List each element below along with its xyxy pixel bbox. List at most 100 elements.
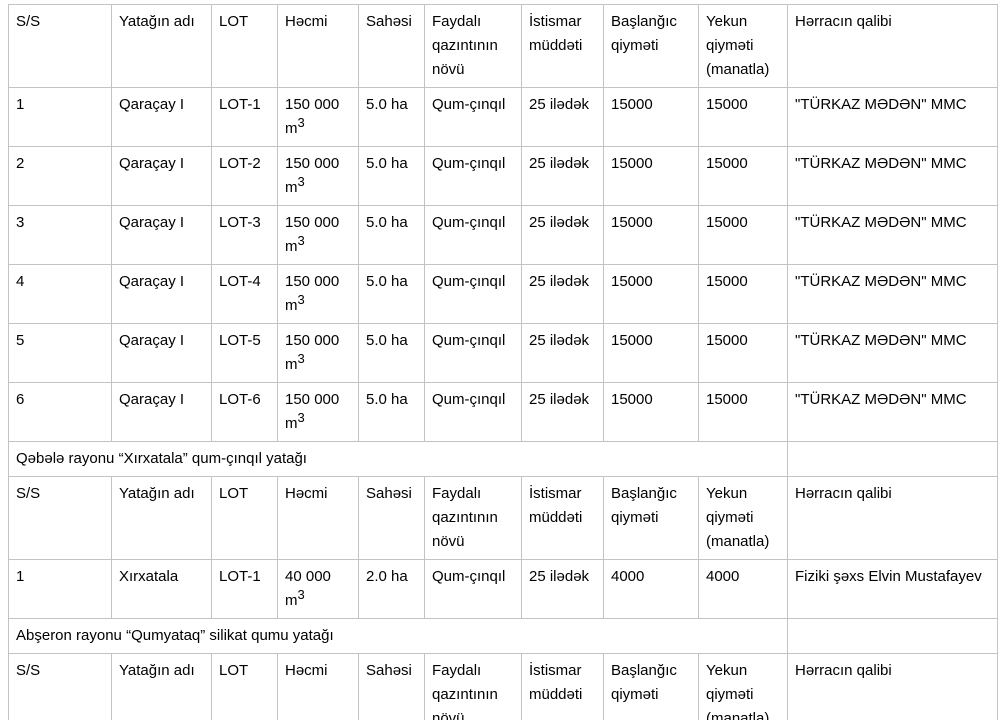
auction-table: S/S Yatağın adı LOT Həcmi Sahəsi Faydalı qazı…: [8, 4, 998, 720]
cell-volume: 150 000 m3: [277, 205, 359, 265]
column-header-ss: S/S: [8, 653, 112, 720]
cell-operation-period: 25 ilədək: [521, 205, 604, 265]
volume-unit: m: [285, 415, 298, 432]
column-header-lot: LOT: [211, 476, 278, 560]
cell-operation-period: 25 ilədək: [521, 87, 604, 147]
column-header-mineral-type: Faydalı qazıntının növü: [424, 476, 522, 560]
cell-operation-period: 25 ilədək: [521, 382, 604, 442]
column-header-lot: LOT: [211, 653, 278, 720]
cell-deposit-name: Xırxatala: [111, 559, 212, 619]
cell-deposit-name: Qaraçay I: [111, 205, 212, 265]
cell-lot: LOT-2: [211, 146, 278, 206]
cell-mineral-type: Qum-çınqıl: [424, 205, 522, 265]
volume-unit: m: [285, 120, 298, 137]
cell-area: 5.0 ha: [358, 382, 425, 442]
cell-area: 2.0 ha: [358, 559, 425, 619]
column-header-lot: LOT: [211, 4, 278, 88]
table-row: 1 Xırxatala LOT-1 40 000 m3 2.0 ha Qum-çınqıl 2…: [8, 559, 998, 619]
cell-lot: LOT-5: [211, 323, 278, 383]
column-header-row: S/S Yatağın adı LOT Həcmi Sahəsi Faydalı qazı…: [8, 4, 998, 88]
cell-mineral-type: Qum-çınqıl: [424, 382, 522, 442]
volume-unit-exponent: 3: [297, 351, 305, 366]
cell-lot: LOT-1: [211, 559, 278, 619]
column-header-area: Sahəsi: [358, 476, 425, 560]
column-header-operation-period: İstismar müddəti: [521, 476, 604, 560]
table-row: 3 Qaraçay I LOT-3 150 000 m3 5.0 ha Qum-çınqıl…: [8, 205, 998, 265]
table-row: 6 Qaraçay I LOT-6 150 000 m3 5.0 ha Qum-çınqıl…: [8, 382, 998, 442]
column-header-ss: S/S: [8, 476, 112, 560]
cell-ss: 3: [8, 205, 112, 265]
cell-ss: 1: [8, 87, 112, 147]
cell-lot: LOT-1: [211, 87, 278, 147]
volume-unit-exponent: 3: [297, 410, 305, 425]
column-header-auction-winner: Hərracın qalibi: [787, 4, 998, 88]
cell-ss: 2: [8, 146, 112, 206]
cell-volume: 40 000 m3: [277, 559, 359, 619]
column-header-mineral-type: Faydalı qazıntının növü: [424, 653, 522, 720]
cell-auction-winner: "TÜRKAZ MƏDƏN" MMC: [787, 323, 998, 383]
cell-starting-price: 15000: [603, 205, 699, 265]
cell-ss: 4: [8, 264, 112, 324]
cell-final-price: 15000: [698, 382, 788, 442]
cell-auction-winner: "TÜRKAZ MƏDƏN" MMC: [787, 205, 998, 265]
column-header-final-price: Yekun qiyməti (manatla): [698, 476, 788, 560]
cell-deposit-name: Qaraçay I: [111, 323, 212, 383]
cell-deposit-name: Qaraçay I: [111, 264, 212, 324]
volume-unit-exponent: 3: [297, 587, 305, 602]
volume-value: 150 000: [285, 332, 340, 349]
volume-unit: m: [285, 297, 298, 314]
cell-final-price: 15000: [698, 264, 788, 324]
cell-mineral-type: Qum-çınqıl: [424, 146, 522, 206]
auction-table-body: S/S Yatağın adı LOT Həcmi Sahəsi Faydalı qazı…: [8, 4, 998, 720]
cell-final-price: 15000: [698, 205, 788, 265]
table-row: 2 Qaraçay I LOT-2 150 000 m3 5.0 ha Qum-çınqıl…: [8, 146, 998, 206]
cell-volume: 150 000 m3: [277, 87, 359, 147]
cell-auction-winner: "TÜRKAZ MƏDƏN" MMC: [787, 264, 998, 324]
cell-volume: 150 000 m3: [277, 264, 359, 324]
cell-final-price: 15000: [698, 323, 788, 383]
column-header-volume: Həcmi: [277, 653, 359, 720]
cell-operation-period: 25 ilədək: [521, 559, 604, 619]
section-title-row: Qəbələ rayonu “Xırxatala” qum-çınqıl yat…: [8, 441, 998, 477]
cell-auction-winner: Fiziki şəxs Elvin Mustafayev: [787, 559, 998, 619]
volume-value: 150 000: [285, 391, 340, 408]
cell-lot: LOT-6: [211, 382, 278, 442]
cell-final-price: 15000: [698, 87, 788, 147]
cell-operation-period: 25 ilədək: [521, 323, 604, 383]
section-title: Qəbələ rayonu “Xırxatala” qum-çınqıl yat…: [8, 441, 788, 477]
cell-starting-price: 15000: [603, 264, 699, 324]
cell-auction-winner: "TÜRKAZ MƏDƏN" MMC: [787, 146, 998, 206]
volume-unit: m: [285, 592, 298, 609]
section-title-spacer: [787, 618, 998, 654]
column-header-final-price: Yekun qiyməti (manatla): [698, 653, 788, 720]
cell-starting-price: 15000: [603, 382, 699, 442]
cell-area: 5.0 ha: [358, 87, 425, 147]
column-header-starting-price: Başlanğıc qiyməti: [603, 476, 699, 560]
column-header-area: Sahəsi: [358, 653, 425, 720]
volume-unit: m: [285, 238, 298, 255]
cell-area: 5.0 ha: [358, 146, 425, 206]
cell-volume: 150 000 m3: [277, 146, 359, 206]
column-header-row: S/S Yatağın adı LOT Həcmi Sahəsi Faydalı qazı…: [8, 653, 998, 720]
cell-operation-period: 25 ilədək: [521, 264, 604, 324]
column-header-deposit-name: Yatağın adı: [111, 653, 212, 720]
column-header-deposit-name: Yatağın adı: [111, 476, 212, 560]
table-row: 1 Qaraçay I LOT-1 150 000 m3 5.0 ha Qum-çınqıl…: [8, 87, 998, 147]
volume-value: 150 000: [285, 96, 340, 113]
volume-value: 150 000: [285, 273, 340, 290]
cell-lot: LOT-3: [211, 205, 278, 265]
cell-area: 5.0 ha: [358, 264, 425, 324]
volume-value: 40 000: [285, 568, 331, 585]
cell-ss: 6: [8, 382, 112, 442]
column-header-auction-winner: Hərracın qalibi: [787, 476, 998, 560]
cell-area: 5.0 ha: [358, 323, 425, 383]
volume-value: 150 000: [285, 155, 340, 172]
table-row: 4 Qaraçay I LOT-4 150 000 m3 5.0 ha Qum-çınqıl…: [8, 264, 998, 324]
cell-auction-winner: "TÜRKAZ MƏDƏN" MMC: [787, 87, 998, 147]
column-header-operation-period: İstismar müddəti: [521, 4, 604, 88]
column-header-ss: S/S: [8, 4, 112, 88]
volume-unit: m: [285, 179, 298, 196]
cell-mineral-type: Qum-çınqıl: [424, 264, 522, 324]
cell-starting-price: 15000: [603, 87, 699, 147]
cell-volume: 150 000 m3: [277, 323, 359, 383]
